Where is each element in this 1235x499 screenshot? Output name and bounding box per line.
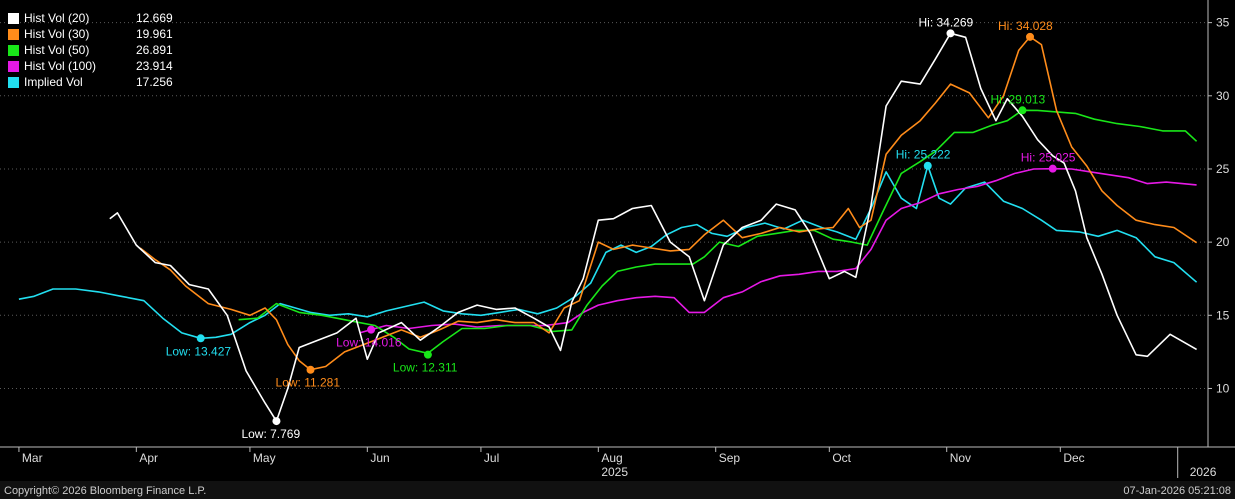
legend-item-implied-vol[interactable]: Implied Vol 17.256 [8, 74, 173, 90]
extreme-label: Low: 14.016 [336, 336, 402, 350]
extreme-marker [946, 29, 955, 38]
extreme-marker [423, 350, 432, 359]
extreme-label: Hi: 34.269 [918, 15, 973, 29]
extreme-marker [367, 325, 376, 334]
copyright-text: Copyright© 2026 Bloomberg Finance L.P. [4, 485, 207, 497]
timestamp-text: 07-Jan-2026 05:21:08 [1123, 485, 1231, 497]
extreme-label: Low: 11.281 [276, 376, 341, 390]
legend-value: 19.961 [136, 27, 173, 41]
series-line-hist-vol-100 [359, 167, 1197, 334]
legend-swatch-white [8, 12, 19, 24]
x-tick-label: Jun [370, 451, 389, 465]
legend-value: 26.891 [136, 43, 173, 57]
legend-label: Hist Vol (30) [24, 27, 90, 41]
y-tick-label: 20 [1216, 235, 1230, 249]
x-tick-label: Aug [601, 451, 622, 465]
extreme-label: Hi: 25.025 [1021, 151, 1076, 165]
y-tick-label: 35 [1216, 16, 1230, 30]
legend-value: 12.669 [136, 11, 173, 25]
series-line-implied-vol [18, 164, 1198, 340]
series-line-hist-vol-20 [109, 32, 1197, 422]
extreme-marker [196, 334, 205, 343]
x-tick-label: Nov [950, 451, 971, 465]
legend-value: 17.256 [136, 75, 173, 89]
extreme-label: Low: 7.769 [241, 427, 300, 441]
extreme-label: Low: 12.311 [393, 361, 458, 375]
x-tick-label: Apr [139, 451, 158, 465]
extreme-marker [272, 417, 281, 426]
legend-swatch-cyan [8, 76, 19, 88]
extreme-label: Low: 13.427 [166, 344, 232, 358]
extreme-label: Hi: 34.028 [998, 19, 1053, 33]
legend-swatch-magenta [8, 60, 19, 72]
extreme-marker [1026, 32, 1035, 41]
y-tick-label: 10 [1216, 381, 1230, 395]
legend-item-hist-vol-50[interactable]: Hist Vol (50) 26.891 [8, 42, 173, 58]
legend-item-hist-vol-20[interactable]: Hist Vol (20) 12.669 [8, 10, 173, 26]
legend-item-hist-vol-30[interactable]: Hist Vol (30) 19.961 [8, 26, 173, 42]
x-tick-label: Dec [1063, 451, 1084, 465]
legend-label: Hist Vol (100) [24, 59, 97, 73]
series-line-hist-vol-50 [238, 109, 1198, 355]
legend-item-hist-vol-100[interactable]: Hist Vol (100) 23.914 [8, 58, 173, 74]
x-tick-label: Jul [484, 451, 499, 465]
x-tick-label: May [253, 451, 276, 465]
footer-bar [0, 481, 1235, 499]
extreme-label: Hi: 25.222 [896, 148, 951, 162]
legend-label: Hist Vol (50) [24, 43, 90, 57]
year-label: 2026 [1190, 465, 1217, 479]
legend-value: 23.914 [136, 59, 173, 73]
extreme-marker [1048, 164, 1057, 173]
year-label: 2025 [601, 465, 628, 479]
x-tick-label: Mar [22, 451, 43, 465]
y-tick-label: 25 [1216, 162, 1230, 176]
legend-label: Hist Vol (20) [24, 11, 90, 25]
extreme-marker [306, 365, 315, 374]
extreme-label: Hi: 29.013 [990, 92, 1045, 106]
legend: Hist Vol (20) 12.669 Hist Vol (30) 19.96… [8, 10, 173, 90]
extreme-marker [923, 161, 932, 170]
extreme-marker [1018, 106, 1027, 115]
legend-swatch-orange [8, 28, 19, 40]
legend-swatch-green [8, 44, 19, 56]
x-tick-label: Oct [832, 451, 851, 465]
y-tick-label: 15 [1216, 308, 1230, 322]
y-tick-label: 30 [1216, 89, 1230, 103]
series-line-hist-vol-30 [139, 36, 1198, 371]
legend-label: Implied Vol [24, 75, 83, 89]
x-tick-label: Sep [719, 451, 741, 465]
